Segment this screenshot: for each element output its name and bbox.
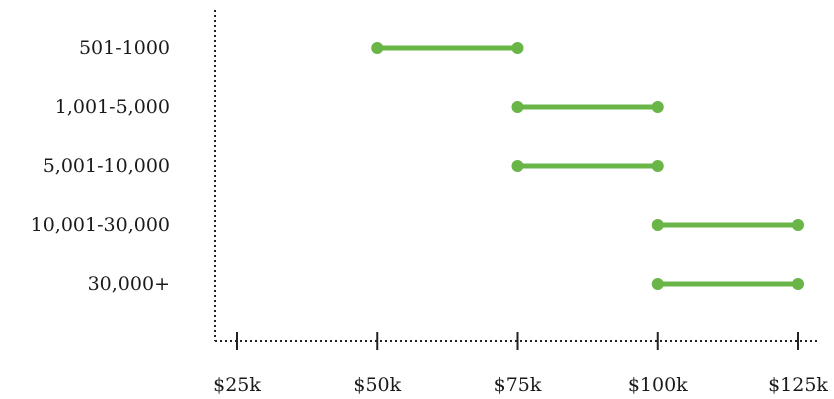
category-label: 5,001-10,000 xyxy=(43,155,170,177)
y-axis-categories: 501-1000 1,001-5,000 5,001-10,000 10,001-30… xyxy=(31,37,170,295)
category-label: 10,001-30,000 xyxy=(31,214,170,236)
x-tick-label: $75k xyxy=(494,374,542,396)
range-start-point xyxy=(511,160,524,172)
category-label: 30,000+ xyxy=(88,273,170,295)
range-end-point xyxy=(651,160,664,172)
category-label: 1,001-5,000 xyxy=(55,96,170,118)
range-marks xyxy=(371,42,804,290)
range-end-point xyxy=(651,101,664,113)
range-start-point xyxy=(651,278,664,290)
category-label: 501-1000 xyxy=(79,37,170,59)
axes xyxy=(214,10,818,342)
x-tick-label: $125k xyxy=(768,374,828,396)
x-tick-label: $100k xyxy=(628,374,688,396)
range-start-point xyxy=(511,101,524,113)
range-end-point xyxy=(511,42,524,54)
range-end-point xyxy=(792,278,804,290)
range-start-point xyxy=(371,42,384,54)
x-axis-ticks: $25k $50k $75k $100k $125k xyxy=(213,332,828,396)
range-end-point xyxy=(792,219,804,231)
x-tick-label: $25k xyxy=(213,374,261,396)
range-start-point xyxy=(651,219,664,231)
x-tick-label: $50k xyxy=(353,374,401,396)
